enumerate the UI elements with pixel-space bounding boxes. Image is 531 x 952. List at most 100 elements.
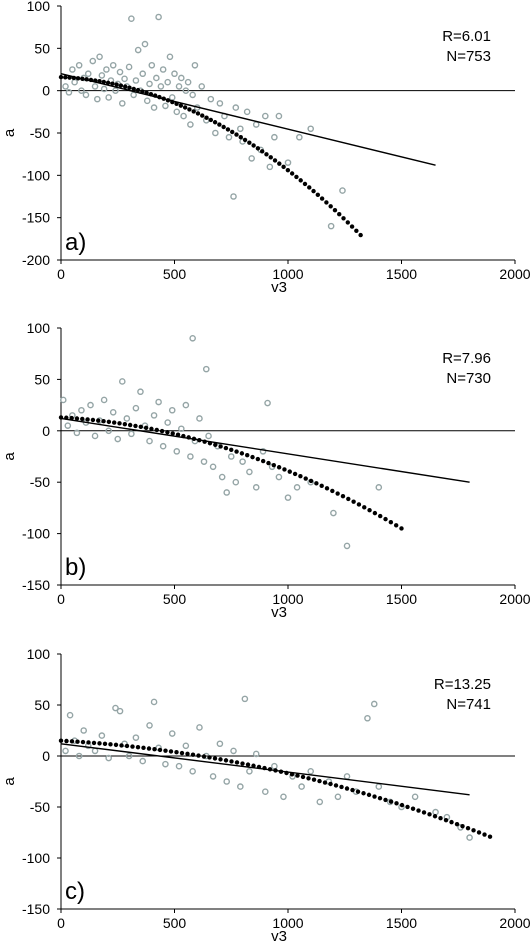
x-tick-label: 1000: [272, 591, 303, 607]
poly-fit-dot: [200, 113, 205, 118]
scatter-point: [175, 762, 183, 770]
poly-fit-dot: [148, 91, 154, 97]
scatter-point: [189, 768, 196, 775]
scatter-point: [109, 408, 117, 416]
poly-fit-dot: [69, 739, 75, 744]
poly-fit-dot: [80, 76, 85, 82]
poly-fit-dot: [207, 755, 212, 760]
stat-text: N=730: [446, 370, 491, 387]
scatter-point: [125, 63, 133, 71]
scatter-point: [71, 78, 78, 86]
scatter-point: [189, 334, 196, 342]
scatter-point: [75, 752, 83, 760]
scatter-point: [173, 448, 181, 455]
scatter-point: [216, 740, 224, 748]
x-axis-label: v3: [271, 279, 287, 296]
poly-fit-dot: [255, 146, 261, 151]
poly-fit-dot: [324, 200, 329, 205]
scatter-point: [64, 422, 72, 429]
panel-label: a): [65, 229, 86, 256]
poly-fit-dot: [112, 420, 117, 425]
poly-fit-dot: [187, 107, 192, 112]
scatter-point: [100, 85, 108, 93]
poly-fit-dot: [454, 821, 460, 827]
poly-fit-dot: [383, 797, 388, 803]
x-tick-label: 1000: [272, 915, 303, 931]
poly-fit-dot: [170, 431, 175, 436]
scatter-point: [116, 68, 124, 76]
scatter-point: [191, 61, 199, 69]
scatter-point: [150, 412, 158, 419]
x-tick-label: 1000: [272, 266, 303, 282]
poly-fit-dot: [372, 510, 378, 516]
poly-fit-dot: [339, 784, 344, 790]
scatter-point: [180, 112, 187, 120]
scatter-point: [62, 747, 69, 755]
poly-fit-dot: [106, 419, 112, 425]
scatter-point: [171, 70, 178, 78]
poly-fit-dot: [161, 96, 166, 101]
poly-fit-dot: [337, 212, 342, 217]
scatter-point: [227, 453, 235, 460]
poly-fit-dot: [393, 523, 399, 528]
scatter-point: [159, 442, 167, 450]
poly-fit-dot: [332, 208, 338, 213]
x-tick-label: 500: [163, 591, 187, 607]
scatter-point: [166, 53, 174, 61]
poly-fit-dot: [131, 86, 136, 92]
poly-fit-dot: [190, 752, 196, 757]
scatter-point: [209, 773, 217, 780]
poly-fit-dot: [74, 416, 80, 421]
y-tick-label: 0: [42, 748, 50, 764]
scatter-point: [80, 727, 87, 734]
scatter-point: [159, 66, 167, 73]
poly-fit-dot: [273, 768, 278, 773]
poly-fit-dot: [278, 769, 284, 774]
scatter-point: [343, 542, 351, 550]
x-tick-label: 0: [57, 915, 65, 931]
poly-fit-dot: [355, 789, 361, 794]
scatter-point: [96, 53, 103, 61]
poly-fit-dot: [234, 449, 239, 454]
poly-fit-dot: [322, 780, 328, 785]
poly-fit-dot: [311, 188, 316, 194]
scatter-point: [293, 484, 301, 491]
poly-fit-dot: [124, 743, 130, 749]
poly-fit-dot: [58, 74, 64, 80]
scatter-point: [114, 435, 122, 443]
poly-fit-dot: [152, 93, 158, 98]
poly-fit-dot: [328, 781, 333, 787]
poly-fit-dot: [302, 181, 308, 187]
scatter-point: [118, 100, 126, 107]
scatter-point: [84, 70, 92, 78]
scatter-point: [316, 798, 324, 806]
scatter-point: [261, 112, 269, 120]
poly-fit-dot: [308, 478, 314, 484]
poly-fit-dot: [266, 460, 271, 466]
poly-fit-dot: [208, 117, 214, 123]
poly-fit-dot: [221, 124, 226, 130]
poly-fit-dot: [282, 467, 287, 472]
poly-fit-dot: [202, 439, 207, 444]
poly-fit-dot: [330, 488, 335, 494]
scatter-point: [230, 747, 237, 755]
poly-fit-dot: [239, 451, 245, 456]
poly-fit-dot: [123, 84, 128, 89]
scatter-point: [109, 61, 117, 69]
x-axis-label: v3: [271, 928, 287, 945]
scatter-point: [73, 429, 81, 437]
poly-fit-dot: [328, 204, 333, 209]
poly-fit-dot: [127, 85, 132, 90]
scatter-point: [275, 473, 283, 481]
poly-fit-dot: [218, 444, 223, 449]
poly-fit-dot: [135, 87, 141, 93]
poly-fit-dot: [96, 418, 101, 423]
scatter-point: [189, 91, 196, 99]
poly-fit-dot: [157, 747, 163, 753]
poly-fit-dot: [218, 757, 223, 762]
scatter-point: [275, 112, 283, 120]
poly-fit-dot: [127, 422, 133, 428]
scatter-point: [182, 742, 190, 750]
scatter-point: [155, 13, 162, 21]
